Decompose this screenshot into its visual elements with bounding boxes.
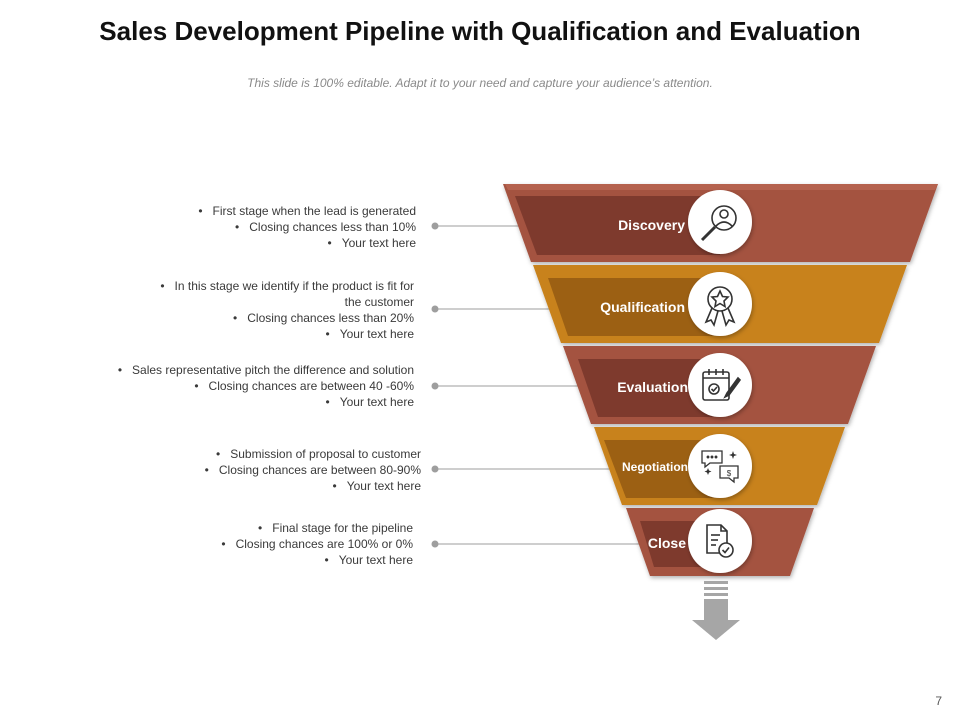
bullet: First stage when the lead is generated [56, 203, 416, 219]
bullet: Your text here [53, 552, 413, 568]
funnel-stage-discovery: Discovery [503, 184, 938, 262]
page-number: 7 [935, 694, 942, 708]
bullet: Sales representative pitch the differenc… [0, 362, 414, 378]
bullet: In this stage we identify if the product… [54, 278, 414, 294]
document-check-icon [706, 524, 734, 558]
funnel-stage-qualification: Qualification [533, 265, 907, 343]
bullet: Submission of proposal to customer [61, 446, 421, 462]
stage-description-qualification: In this stage we identify if the product… [54, 278, 414, 342]
stage-description-close: Final stage for the pipeline Closing cha… [53, 520, 413, 568]
stage-description-evaluation: Sales representative pitch the differenc… [0, 362, 414, 410]
connector-evaluation [431, 382, 600, 390]
bullet: Your text here [54, 326, 414, 342]
bullet: Your text here [61, 478, 421, 494]
bullet: Closing chances less than 10% [56, 219, 416, 235]
bullet: Your text here [56, 235, 416, 251]
award-ribbon-icon [704, 286, 736, 327]
page-subtitle: This slide is 100% editable. Adapt it to… [247, 76, 713, 90]
stage-label-negotiation: Negotiation [622, 460, 688, 474]
bullet: Closing chances are 100% or 0% [53, 536, 413, 552]
stage-label-evaluation: Evaluation [617, 379, 688, 395]
bullet: Closing chances are between 80-90% [61, 462, 421, 478]
stage-label-close: Close [648, 535, 686, 551]
funnel-stage-negotiation: Negotiation $ [594, 427, 845, 505]
down-arrow-icon [692, 581, 740, 640]
chat-dollar-icon: $ [701, 450, 739, 484]
bullet: Final stage for the pipeline [53, 520, 413, 536]
connector-negotiation [431, 465, 620, 473]
bullet: Closing chances less than 20% [54, 310, 414, 326]
stage-label-qualification: Qualification [600, 299, 685, 315]
search-user-icon [700, 205, 737, 242]
funnel-stage-evaluation: Evaluation [563, 346, 876, 424]
stage-description-discovery: First stage when the lead is generated C… [56, 203, 416, 251]
stage-label-discovery: Discovery [618, 217, 685, 233]
bullet: Closing chances are between 40 -60% [0, 378, 414, 394]
stage-description-negotiation: Submission of proposal to customer Closi… [61, 446, 421, 494]
page-title: Sales Development Pipeline with Qualific… [99, 16, 861, 46]
bullet: Your text here [0, 394, 414, 410]
bullet-continuation: the customer [344, 295, 414, 309]
funnel-stage-close: Close [626, 508, 814, 576]
svg-text:$: $ [727, 469, 732, 478]
checklist-pen-icon [702, 369, 742, 401]
connector-close [431, 540, 640, 548]
